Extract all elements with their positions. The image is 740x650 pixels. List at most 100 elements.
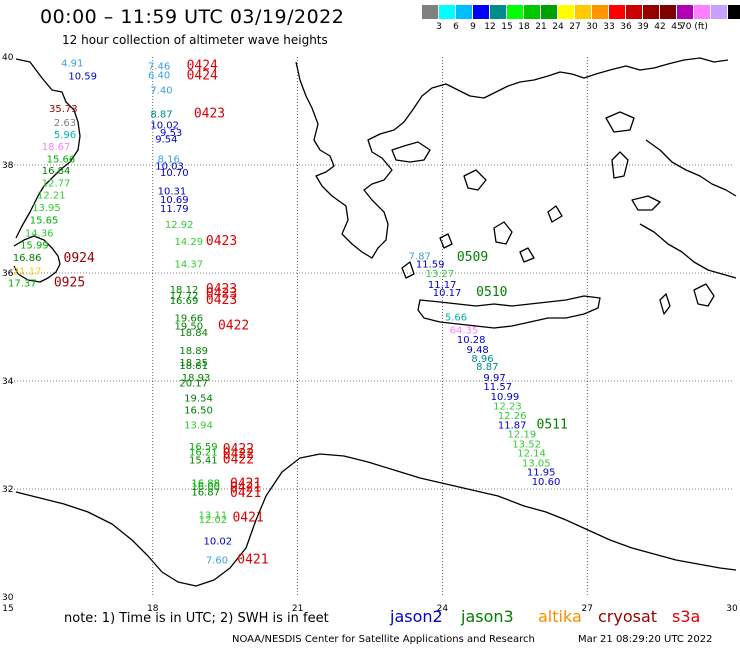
lon-tick-label: 27 [581,604,592,614]
lat-lon-grid [8,57,732,597]
wave-height-value: 15.65 [30,215,59,226]
colorbar-label: 30 [586,22,598,32]
wave-height-value: 18.81 [179,361,208,372]
wave-height-value: 8.87 [476,362,498,373]
colorbar-label: 27 [569,22,581,32]
wave-height-value: 5.96 [54,130,76,141]
pass-time-label: 0509 [457,250,488,265]
colorbar-swatch [507,5,524,19]
wave-height-value: 10.59 [68,72,97,83]
wave-height-value: 18.84 [179,328,208,339]
wave-height-value: 13.05 [522,458,551,469]
coastline-cyclades-1 [439,233,453,249]
wave-height-value: 19.54 [184,394,213,405]
wave-height-value: 7.40 [150,86,172,97]
coastline-turkey [645,139,737,197]
lat-tick-label: 36 [2,269,14,279]
satellite-legend-altika: altika [538,607,582,626]
colorbar-label: 12 [484,22,496,32]
wave-height-value: 14.37 [175,260,204,271]
wave-height-value: 8.87 [150,109,172,120]
wave-height-value: 18.89 [179,346,208,357]
wave-height-value: 10.70 [160,168,189,179]
wave-height-value: 12.77 [42,179,71,190]
wave-height-value: 21.17 [13,267,42,278]
wave-height-value: 16.00 [191,482,220,493]
generated-timestamp: Mar 21 08:29:20 UTC 2022 [578,634,713,645]
wave-height-value: 11.17 [428,280,457,291]
wave-height-value: 18.25 [179,358,208,369]
wave-height-value: 10.17 [433,288,462,299]
pass-time-label: 0422 [223,442,254,457]
coastline-karpathos [659,293,671,315]
lat-tick-label: 40 [2,53,14,63]
wave-height-value: 64.35 [450,325,479,336]
colorbar-label: 3 [436,22,442,32]
colorbar-label: 9 [470,22,476,32]
wave-height-value: 13.27 [426,269,455,280]
wave-height-value: 35.73 [49,104,78,115]
wave-height-value: 12.19 [508,430,537,441]
pass-time-label: 0424 [187,58,218,73]
pass-time-label: 0421 [230,481,261,496]
colorbar-label: 39 [637,22,649,32]
colorbar-label: 21 [535,22,547,32]
pass-time-label: 0421 [230,486,261,501]
coastline-andros [463,169,487,191]
wave-height-value: 16.86 [13,253,42,264]
wave-height-value: 9.48 [467,345,489,356]
wave-height-value: 18.67 [42,142,71,153]
colorbar-swatch [694,5,711,19]
colorbar-label: 33 [603,22,615,32]
wave-height-value: 9.54 [155,134,177,145]
colorbar-swatch [575,5,592,19]
wave-height-value: 10.02 [150,120,179,131]
colorbar-label: 42 [654,22,666,32]
wave-height-value: 14.29 [175,237,204,248]
wave-height-value: 17.37 [8,279,37,290]
wave-height-value: 9.97 [483,373,505,384]
coastline-layer [13,57,737,587]
wave-height-value: 13.95 [32,203,61,214]
coastline-north-africa [15,453,737,587]
lat-tick-label: 34 [2,377,14,387]
wave-height-value: 11.57 [483,382,512,393]
wave-height-value: 15.66 [47,154,76,165]
wave-height-value: 10.03 [155,161,184,172]
wave-height-value: 16.84 [42,166,71,177]
wave-height-value: 19.66 [175,314,204,325]
coastline-cyclades-3 [547,205,563,223]
wave-height-value: 20.17 [179,378,208,389]
wave-height-value: 16.21 [189,448,218,459]
colorbar-swatch [541,5,558,19]
lon-tick-label: 15 [2,604,13,614]
wave-height-value: 12.14 [517,449,546,460]
pass-time-label: 0424 [187,69,218,84]
colorbar-label: 24 [552,22,564,32]
colorbar-swatch [524,5,541,19]
colorbar-swatch [473,5,490,19]
pass-time-label: 0422 [223,453,254,468]
coastline-crete [417,295,601,329]
wave-height-value: 7.87 [409,252,431,263]
wave-height-value: 8.16 [158,154,180,165]
colorbar-label: 6 [453,22,459,32]
wave-height-value: 13.94 [184,421,213,432]
pass-time-label: 0925 [54,276,85,291]
wave-height-value: 8.96 [471,354,493,365]
wave-height-value: 12.21 [37,190,66,201]
coastline-samos [631,195,661,211]
footnote: note: 1) Time is in UTC; 2) SWH is in fe… [64,611,329,626]
wave-height-value: 7.46 [148,61,170,72]
pass-time-label: 0421 [237,553,268,568]
colorbar-label: 36 [620,22,632,32]
wave-height-value: 12.02 [199,515,228,526]
colorbar-swatch [677,5,694,19]
lon-tick-label: 21 [292,604,303,614]
wave-height-value: 18.93 [182,373,211,384]
satellite-legend-jason3: jason3 [461,607,514,626]
wave-height-value: 18.12 [170,285,199,296]
pass-time-label: 0423 [206,234,237,249]
